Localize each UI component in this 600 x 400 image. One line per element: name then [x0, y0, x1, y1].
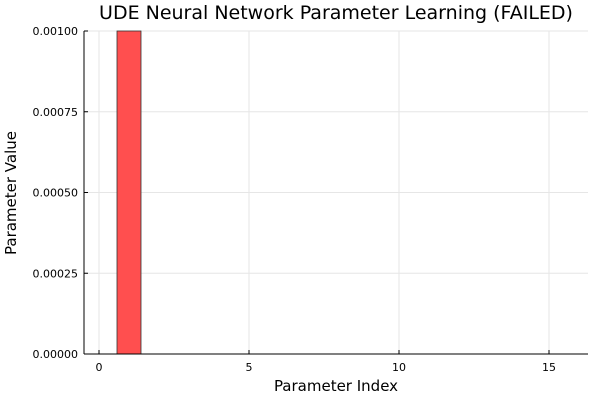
tick-labels: 0 5 10 15 0.00000 0.00025 0.00050 0.00075 0.0010…: [33, 25, 557, 374]
bar-1: [116, 30, 142, 355]
y-tick-label: 0.00025: [33, 267, 79, 280]
x-tick-label: 15: [542, 361, 556, 374]
grid-lines: [84, 30, 588, 355]
y-tick-label: 0.00075: [33, 106, 79, 119]
chart-title: UDE Neural Network Parameter Learning (F…: [99, 2, 573, 24]
y-tick-label: 0.00100: [33, 25, 79, 38]
y-tick-label: 0.00000: [33, 348, 79, 361]
x-tick-label: 10: [392, 361, 406, 374]
x-tick-label: 0: [96, 361, 103, 374]
y-tick-label: 0.00050: [33, 187, 79, 200]
x-axis-label: Parameter Index: [274, 377, 398, 395]
bars: [116, 30, 142, 355]
x-tick-label: 5: [246, 361, 253, 374]
y-axis-label: Parameter Value: [2, 131, 20, 255]
